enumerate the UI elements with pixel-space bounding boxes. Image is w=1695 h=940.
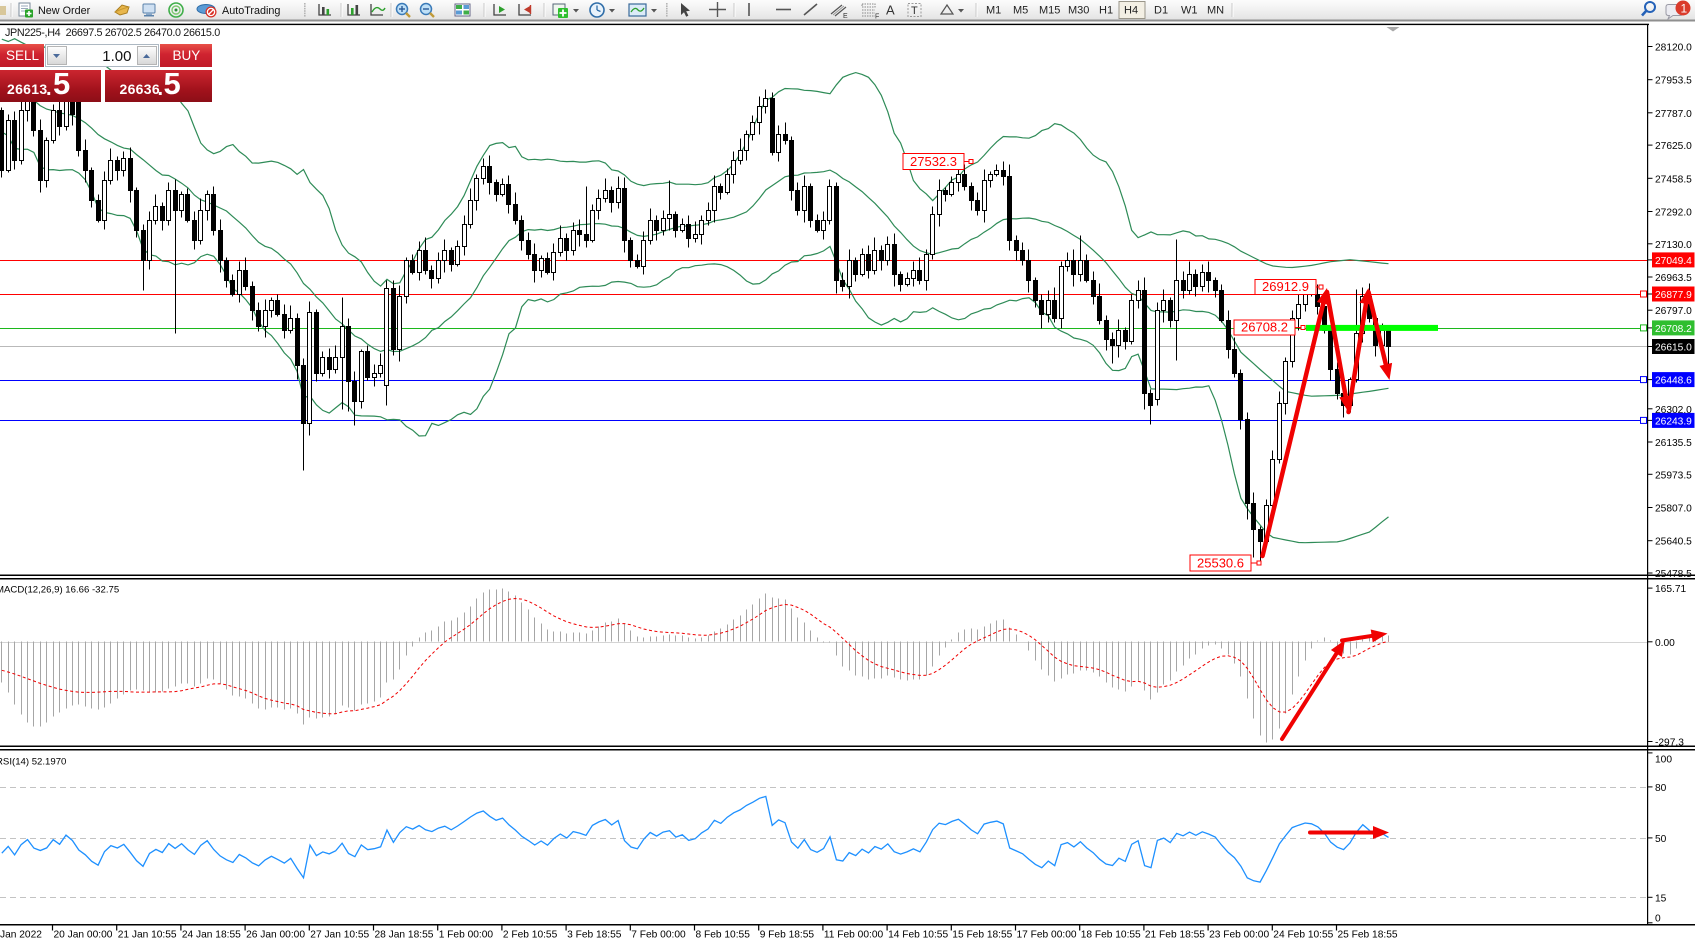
svg-text:1 Feb 00:00: 1 Feb 00:00 bbox=[439, 930, 494, 940]
svg-text:A: A bbox=[886, 3, 895, 18]
svg-text:25973.5: 25973.5 bbox=[1655, 470, 1692, 481]
svg-text:27953.5: 27953.5 bbox=[1655, 76, 1692, 87]
svg-text:RSI(14) 52.1970: RSI(14) 52.1970 bbox=[0, 757, 66, 768]
svg-text:100: 100 bbox=[1655, 755, 1672, 766]
svg-text:23 Feb 00:00: 23 Feb 00:00 bbox=[1209, 930, 1269, 940]
svg-text:26615.0: 26615.0 bbox=[1655, 343, 1692, 354]
svg-text:27625.0: 27625.0 bbox=[1655, 141, 1692, 152]
svg-text:18 Feb 10:55: 18 Feb 10:55 bbox=[1081, 930, 1141, 940]
svg-text:3 Feb 18:55: 3 Feb 18:55 bbox=[567, 930, 622, 940]
svg-text:Jan 2022: Jan 2022 bbox=[0, 930, 42, 940]
svg-text:27 Jan 10:55: 27 Jan 10:55 bbox=[310, 930, 369, 940]
svg-text:28120.0: 28120.0 bbox=[1655, 43, 1692, 54]
svg-text:1: 1 bbox=[1681, 2, 1688, 16]
svg-text:80: 80 bbox=[1655, 783, 1667, 794]
svg-text:2 Feb 10:55: 2 Feb 10:55 bbox=[503, 930, 558, 940]
svg-text:25640.5: 25640.5 bbox=[1655, 537, 1692, 548]
svg-text:25478.5: 25478.5 bbox=[1655, 569, 1692, 580]
svg-text:AutoTrading: AutoTrading bbox=[222, 5, 280, 17]
svg-text:F: F bbox=[875, 14, 879, 21]
svg-text:28 Jan 18:55: 28 Jan 18:55 bbox=[375, 930, 434, 940]
svg-text:9 Feb 18:55: 9 Feb 18:55 bbox=[760, 930, 815, 940]
svg-text:26135.5: 26135.5 bbox=[1655, 438, 1692, 449]
svg-text:26 Jan 00:00: 26 Jan 00:00 bbox=[246, 930, 305, 940]
svg-text:17 Feb 00:00: 17 Feb 00:00 bbox=[1017, 930, 1077, 940]
svg-text:-297.3: -297.3 bbox=[1655, 738, 1684, 749]
svg-text:15: 15 bbox=[1655, 893, 1667, 904]
svg-text:26708.2: 26708.2 bbox=[1655, 324, 1692, 335]
svg-text:26963.5: 26963.5 bbox=[1655, 273, 1692, 284]
svg-text:H1: H1 bbox=[1099, 5, 1113, 17]
svg-text:25530.6: 25530.6 bbox=[1197, 556, 1244, 571]
svg-text:21 Jan 10:55: 21 Jan 10:55 bbox=[118, 930, 177, 940]
svg-text:25807.0: 25807.0 bbox=[1655, 504, 1692, 515]
svg-text:165.71: 165.71 bbox=[1655, 584, 1686, 595]
svg-text:27458.5: 27458.5 bbox=[1655, 174, 1692, 185]
svg-text:50: 50 bbox=[1655, 834, 1667, 845]
svg-text:26912.9: 26912.9 bbox=[1262, 279, 1309, 294]
svg-text:14 Feb 10:55: 14 Feb 10:55 bbox=[888, 930, 948, 940]
svg-text:0: 0 bbox=[1655, 914, 1661, 925]
svg-text:8 Feb 10:55: 8 Feb 10:55 bbox=[696, 930, 751, 940]
svg-text:25 Feb 18:55: 25 Feb 18:55 bbox=[1338, 930, 1398, 940]
svg-text:0.00: 0.00 bbox=[1655, 638, 1675, 649]
svg-text:27130.0: 27130.0 bbox=[1655, 240, 1692, 251]
svg-text:26243.9: 26243.9 bbox=[1655, 416, 1692, 427]
svg-text:M5: M5 bbox=[1013, 5, 1028, 17]
svg-text:27292.0: 27292.0 bbox=[1655, 208, 1692, 219]
svg-text:26708.2: 26708.2 bbox=[1241, 320, 1288, 335]
svg-text:MACD(12,26,9) 16.66 -32.75: MACD(12,26,9) 16.66 -32.75 bbox=[0, 585, 119, 596]
svg-text:T: T bbox=[911, 5, 918, 17]
svg-text:7 Feb 00:00: 7 Feb 00:00 bbox=[631, 930, 686, 940]
svg-text:27787.0: 27787.0 bbox=[1655, 109, 1692, 120]
svg-text:27532.3: 27532.3 bbox=[910, 154, 957, 169]
svg-text:24 Jan 18:55: 24 Jan 18:55 bbox=[182, 930, 241, 940]
svg-text:26877.9: 26877.9 bbox=[1655, 290, 1692, 301]
svg-text:27049.4: 27049.4 bbox=[1655, 256, 1692, 267]
svg-text:M1: M1 bbox=[986, 5, 1001, 17]
svg-text:26448.6: 26448.6 bbox=[1655, 376, 1692, 387]
svg-text:D1: D1 bbox=[1154, 5, 1168, 17]
svg-text:M15: M15 bbox=[1039, 5, 1060, 17]
svg-text:21 Feb 18:55: 21 Feb 18:55 bbox=[1145, 930, 1205, 940]
svg-text:11 Feb 00:00: 11 Feb 00:00 bbox=[824, 930, 884, 940]
svg-text:E: E bbox=[843, 13, 848, 20]
svg-text:15 Feb 18:55: 15 Feb 18:55 bbox=[952, 930, 1012, 940]
svg-text:New Order: New Order bbox=[38, 5, 91, 17]
svg-text:W1: W1 bbox=[1181, 5, 1198, 17]
svg-text:20 Jan 00:00: 20 Jan 00:00 bbox=[54, 930, 113, 940]
svg-text:26797.0: 26797.0 bbox=[1655, 306, 1692, 317]
svg-text:24 Feb 10:55: 24 Feb 10:55 bbox=[1273, 930, 1333, 940]
svg-text:MN: MN bbox=[1207, 5, 1224, 17]
svg-text:M30: M30 bbox=[1068, 5, 1089, 17]
svg-text:26302.0: 26302.0 bbox=[1655, 405, 1692, 416]
svg-text:H4: H4 bbox=[1124, 5, 1138, 17]
